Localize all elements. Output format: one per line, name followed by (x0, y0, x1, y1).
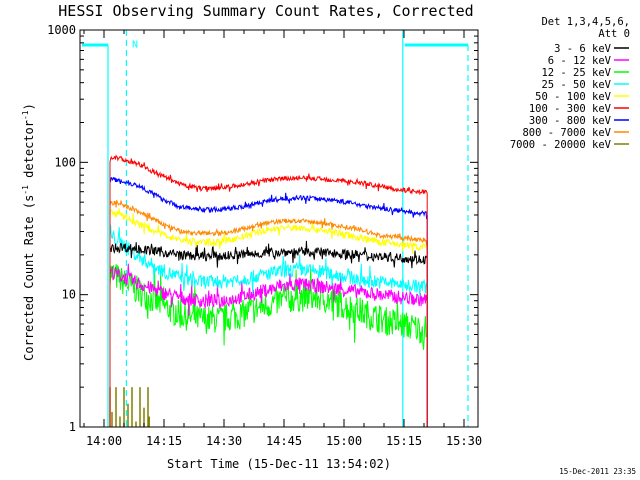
series-3-6-kev (109, 240, 428, 427)
y-tick-label-1: 10 (62, 288, 76, 302)
plot-frame (79, 29, 479, 428)
x-tick-label-4: 15:00 (326, 434, 362, 448)
legend-label-0: 3 - 6 keV (554, 43, 612, 55)
axis-ticks: 14:00 14:15 14:30 14:45 15:00 15:15 15:30 1 10 10… (47, 23, 482, 448)
x-axis-label: Start Time (15-Dec-11 13:54:02) (167, 457, 391, 471)
series-12-25-kev (109, 264, 428, 427)
series-6-12-kev (109, 263, 428, 427)
legend-label-3: 25 - 50 keV (541, 79, 611, 91)
series-50-100-kev-line (109, 208, 428, 427)
legend-label-1: 6 - 12 keV (548, 55, 612, 67)
series-12-25-kev-line (109, 264, 428, 427)
legend-header-2: Att 0 (598, 28, 630, 40)
chart-title: HESSI Observing Summary Count Rates, Cor… (58, 2, 473, 20)
background-lines (82, 30, 469, 427)
series-25-50-kev (109, 224, 428, 427)
legend-label-5: 100 - 300 keV (529, 103, 612, 115)
series-300-800-kev-line (109, 176, 428, 427)
series-layer (109, 154, 428, 427)
series-100-300-kev (109, 154, 428, 427)
x-tick-label-2: 14:30 (206, 434, 242, 448)
series-3-6-kev-line (109, 240, 428, 427)
plot-area: N (82, 30, 469, 427)
footer-date: 15-Dec-2011 23:35 (559, 467, 636, 476)
legend-label-6: 300 - 800 keV (529, 115, 612, 127)
y-tick-label-2: 100 (54, 155, 76, 169)
legend-label-4: 50 - 100 keV (535, 91, 612, 103)
series-800-7000-kev-line (109, 200, 428, 427)
series-25-50-kev-line (109, 224, 428, 427)
x-tick-label-3: 14:45 (266, 434, 302, 448)
y-axis-label: Corrected Count Rate (s-1 detector-1) (21, 103, 36, 361)
x-tick-label-0: 14:00 (86, 434, 122, 448)
annotation-0: N (132, 40, 138, 51)
series-800-7000-kev (109, 200, 428, 427)
legend-label-2: 12 - 25 keV (541, 67, 611, 79)
series-50-100-kev (109, 208, 428, 427)
series-6-12-kev-line (109, 263, 428, 427)
legend-header-1: Det 1,3,4,5,6, (541, 16, 630, 28)
legend-label-8: 7000 - 20000 keV (510, 139, 612, 151)
x-tick-label-1: 14:15 (146, 434, 182, 448)
x-tick-label-6: 15:30 (446, 434, 482, 448)
y-tick-label-3: 1000 (47, 23, 76, 37)
x-tick-label-5: 15:15 (386, 434, 422, 448)
y-tick-label-0: 1 (69, 420, 76, 434)
series-300-800-kev (109, 176, 428, 427)
annotations: N (132, 40, 138, 51)
series-7000-20000-kev (109, 387, 150, 427)
legend-label-7: 800 - 7000 keV (522, 127, 611, 139)
series-100-300-kev-line (109, 154, 428, 427)
